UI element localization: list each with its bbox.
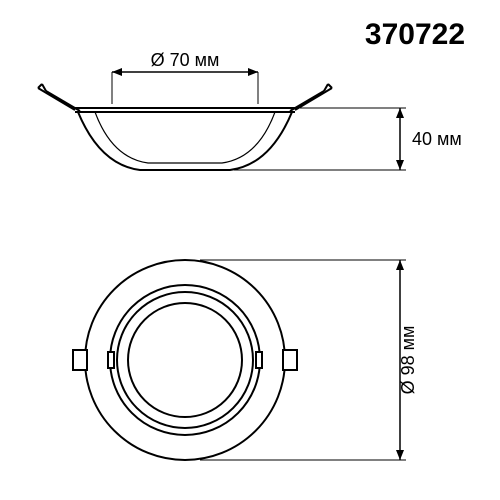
dim-cutout-diameter: Ø 70 мм xyxy=(112,50,258,104)
side-view-group: Ø 70 мм 40 мм xyxy=(38,50,462,170)
svg-text:Ø 70 мм: Ø 70 мм xyxy=(151,50,220,70)
plan-view-group: Ø 98 мм xyxy=(73,260,418,460)
dim-outer-diameter: Ø 98 мм xyxy=(200,260,418,460)
dim-height: 40 мм xyxy=(234,108,462,170)
svg-text:Ø 98 мм: Ø 98 мм xyxy=(398,326,418,395)
technical-drawing: Ø 70 мм 40 мм xyxy=(0,0,500,500)
svg-text:40 мм: 40 мм xyxy=(412,129,462,149)
